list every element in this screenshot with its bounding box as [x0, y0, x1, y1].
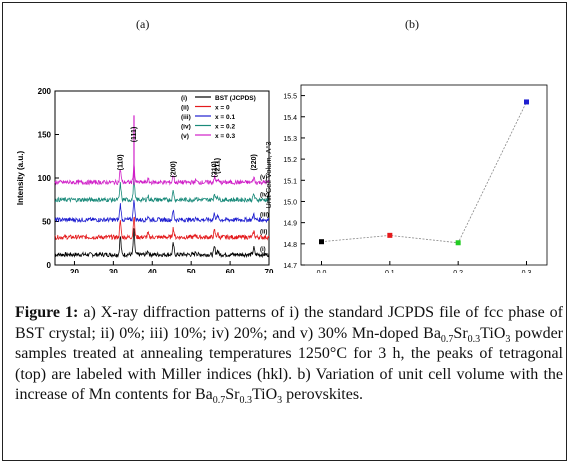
volume-point — [387, 232, 393, 238]
x-tick-label-a: 50 — [187, 268, 196, 273]
y-tick-label-a: 100 — [38, 174, 52, 183]
legend-entry: x = 0.3 — [215, 133, 235, 140]
xrd-chart: 2030405060700501001502002θ (degree)Inten… — [16, 87, 274, 273]
legend-entry: BST (JCPDS) — [215, 95, 256, 102]
x-tick-label-b: 0.3 — [522, 270, 532, 273]
unit-cell-chart: 0.0 0.1 0.2 0.3 14.7 14.8 14.9 15.0 15.1 15.2 15.3… — [264, 84, 548, 273]
legend-roman: (i) — [181, 95, 187, 102]
caption-part-1: a) X-ray diffraction patterns of i) the … — [15, 304, 563, 342]
y-tick-label-a: 200 — [38, 87, 52, 96]
y-tick-label-b: 15.4 — [283, 115, 297, 122]
hkl-label: (210) — [212, 161, 219, 177]
series-marker-label: (iv) — [260, 192, 269, 198]
panel-a-label: (a) — [136, 17, 150, 31]
x-tick-label-a: 70 — [265, 268, 274, 273]
y-tick-label-a: 150 — [38, 131, 52, 140]
xrd-series-line — [54, 177, 270, 204]
hkl-label: (111) — [131, 127, 138, 143]
y-tick-label-b: 15.5 — [283, 94, 297, 101]
legend-roman: (v) — [181, 133, 189, 140]
y-tick-label-a: 0 — [47, 261, 52, 270]
y-tick-label-b: 14.7 — [283, 263, 297, 270]
formula-1: Ba0.7Sr0.3TiO3 — [423, 324, 511, 345]
legend-roman: (iv) — [181, 124, 191, 131]
legend-entry: x = 0.2 — [215, 124, 235, 131]
figure-frame: (a) (b) 2030405060700501001502002θ (degr… — [2, 2, 567, 461]
x-tick-label-b: 0.1 — [385, 270, 395, 273]
figure-caption: Figure 1: a) X-ray diffraction patterns … — [15, 303, 563, 406]
volume-point — [319, 239, 324, 245]
y-tick-label-b: 15.1 — [283, 178, 297, 185]
y-tick-label-b: 14.9 — [283, 221, 297, 228]
x-tick-label-a: 60 — [226, 268, 235, 273]
plot-area-b — [300, 84, 548, 266]
y-axis-label-b: Unit Cell Volum, A°3 — [264, 141, 273, 208]
y-tick-label-a: 50 — [42, 218, 51, 227]
y-tick-label-b: 15.0 — [283, 199, 297, 206]
series-marker-label: (i) — [260, 247, 266, 253]
y-tick-label-b: 14.8 — [283, 242, 297, 249]
caption-part-3: perovskites. — [282, 386, 364, 403]
legend-roman: (iii) — [181, 114, 191, 121]
x-tick-label-b: 0.2 — [453, 270, 463, 273]
volume-line — [321, 101, 527, 244]
legend-entry: x = 0 — [215, 105, 230, 112]
x-tick-label-a: 20 — [70, 268, 79, 273]
hkl-label: (220) — [251, 154, 258, 170]
x-tick-label-a: 40 — [148, 268, 157, 273]
y-tick-label-b: 15.2 — [283, 157, 297, 164]
formula-2: Ba0.7Sr0.3TiO3 — [194, 386, 283, 407]
hkl-label: (200) — [170, 161, 177, 177]
hkl-label: (110) — [117, 154, 124, 170]
volume-point — [524, 99, 529, 105]
legend-entry: x = 0.1 — [215, 114, 235, 121]
hkl-label: (211) — [215, 158, 222, 174]
volume-point — [455, 240, 461, 246]
x-tick-label-a: 30 — [109, 268, 118, 273]
xrd-series-line — [54, 199, 270, 224]
xrd-series-line — [54, 228, 270, 259]
x-tick-label-b: 0.0 — [317, 270, 327, 273]
y-tick-label-b: 15.3 — [283, 136, 297, 143]
legend-roman: (ii) — [181, 105, 189, 112]
xrd-series-line — [54, 216, 270, 241]
caption-part-2: powder samples treated at annealing temp… — [15, 324, 563, 404]
caption-figure-label: Figure 1: — [15, 304, 79, 321]
xrd-series-line — [54, 163, 270, 186]
y-axis-label-a: Intensity (a.u.) — [16, 151, 25, 206]
series-marker-label: (ii) — [260, 230, 267, 236]
series-marker-label: (iii) — [260, 212, 269, 218]
panel-b-label: (b) — [405, 17, 419, 31]
series-marker-label: (v) — [260, 175, 267, 181]
